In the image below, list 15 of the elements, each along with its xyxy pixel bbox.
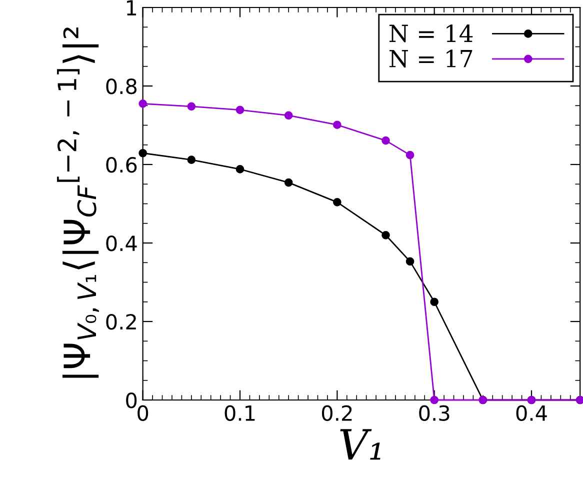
x-tick-label: 0 bbox=[138, 405, 148, 421]
y-tick-label: 1 bbox=[127, 0, 136, 16]
y-tick-label: 0 bbox=[126, 392, 137, 408]
y-tick-label: 0.6 bbox=[106, 156, 137, 173]
y-tick-label: 0.8 bbox=[106, 78, 137, 94]
x-tick-label: 0.1 bbox=[224, 405, 255, 421]
y-tick-label: 0.4 bbox=[106, 235, 137, 252]
x-tick-label: 0.2 bbox=[322, 405, 352, 421]
y-tick-label: 0.2 bbox=[106, 314, 136, 330]
legend-label: N = 14 bbox=[389, 24, 473, 42]
legend-label: N = 17 bbox=[389, 50, 472, 68]
x-tick-label: 0.3 bbox=[419, 405, 450, 421]
x-axis-title: V₁ bbox=[340, 429, 380, 460]
y-axis-title: |Ψ$_{V₀,V₁}$⟨|Ψ$_{CF}$$^{[−2,−1]}$⟩|² bbox=[57, 28, 99, 378]
x-tick-label: 0.4 bbox=[516, 405, 547, 421]
